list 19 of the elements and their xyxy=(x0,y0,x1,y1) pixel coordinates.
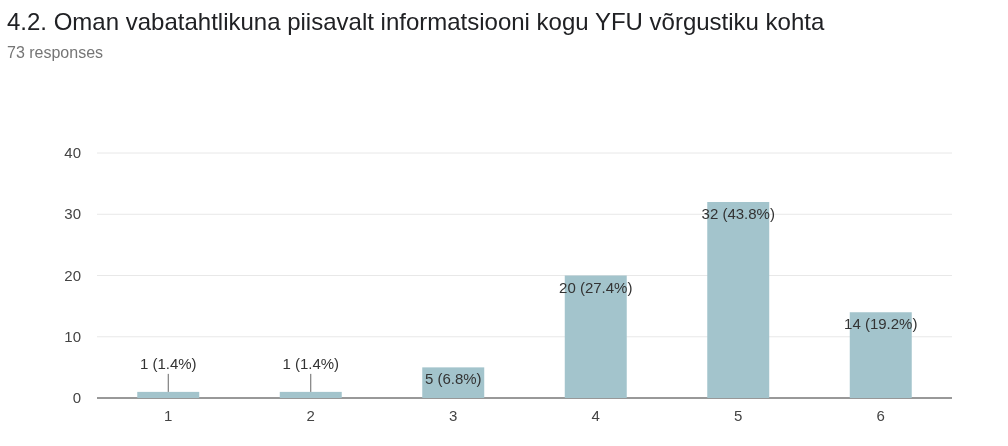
x-tick-label: 6 xyxy=(876,407,885,424)
y-tick-label: 20 xyxy=(64,266,81,284)
y-tick-label: 30 xyxy=(64,205,81,223)
x-tick-label: 2 xyxy=(306,407,315,424)
x-tick-label: 3 xyxy=(449,407,458,424)
data-label: 32 (43.8%) xyxy=(701,205,775,222)
data-label: 5 (6.8%) xyxy=(424,370,482,388)
chart-subtitle: 73 responses xyxy=(7,44,104,61)
y-tick-label: 10 xyxy=(64,327,81,345)
y-tick-label: 40 xyxy=(64,144,81,161)
chart-title: 4.2. Oman vabatahtlikuna piisavalt informatsiooni kogu YFU võrgustiku kohta xyxy=(7,8,825,35)
x-tick-label: 4 xyxy=(591,407,600,424)
y-tick-label: 0 xyxy=(72,389,81,406)
x-tick-label: 5 xyxy=(734,407,743,424)
data-label: 1 (1.4%) xyxy=(282,354,340,372)
data-label: 1 (1.4%) xyxy=(139,354,197,372)
bar xyxy=(279,391,342,398)
bar xyxy=(137,391,200,398)
x-tick-label: 1 xyxy=(164,407,173,424)
